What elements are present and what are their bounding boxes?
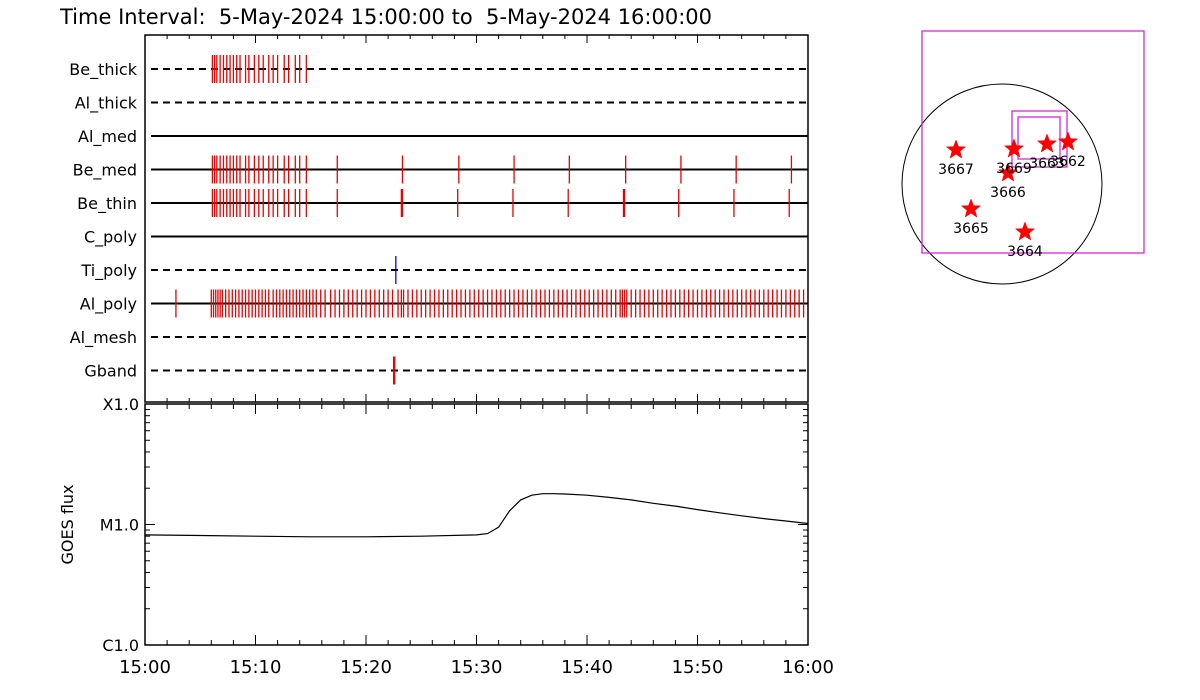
fov-outer-box (921, 30, 1145, 254)
row-label: C_poly (84, 228, 137, 248)
active-region-star (1003, 138, 1025, 158)
active-region-label: 3667 (938, 162, 974, 178)
solar-limb (901, 83, 1103, 285)
active-region-star (945, 139, 967, 159)
row-label: Be_med (73, 161, 137, 181)
flux-xtick-label: 15:40 (561, 657, 613, 678)
flux-xtick-label: 15:30 (451, 657, 503, 678)
active-region-star (960, 198, 982, 218)
active-region-star (1036, 133, 1058, 153)
row-label: Al_med (78, 127, 137, 147)
flux-xtick-label: 15:20 (340, 657, 392, 678)
flux-xtick-label: 15:10 (230, 657, 282, 678)
active-region-star (1014, 221, 1036, 241)
flux-ylabel: GOES flux (58, 484, 77, 564)
row-label: Ti_poly (80, 261, 137, 281)
exposure-timeline: Be_thick Al_thick Al_med Be_med Be_thin C_pol… (69, 34, 809, 403)
active-region-star (1057, 131, 1079, 151)
fov-core-box (1017, 116, 1061, 160)
active-region-label: 3666 (990, 185, 1026, 201)
active-region-label: 3669 (996, 161, 1032, 177)
goes-flux-curve (144, 493, 809, 538)
row-label: Be_thick (69, 60, 137, 80)
flux-ytick-label: X1.0 (103, 395, 139, 414)
flux-ytick-label: C1.0 (102, 636, 139, 655)
active-region-label: 3662 (1050, 154, 1086, 170)
flux-ytick-label: M1.0 (100, 516, 139, 535)
active-region-label: 3663 (1029, 156, 1065, 172)
active-region-label: 3664 (1007, 244, 1043, 260)
active-region-star (997, 162, 1019, 182)
row-label: Al_mesh (70, 328, 137, 348)
row-label: Al_poly (80, 295, 137, 315)
active-region-label: 3665 (953, 221, 989, 237)
timeline-frame (144, 34, 809, 403)
row-label: Al_thick (75, 94, 138, 114)
flux-frame (144, 403, 809, 646)
flux-xtick-label: 16:00 (782, 657, 834, 678)
goes-flux-plot: C1.0 M1.0 X1.0 GOES flux 15:00 15:10 15:20 15:3… (58, 395, 834, 678)
time-interval-title: Time Interval: 5-May-2024 15:00:00 to 5-… (59, 5, 712, 29)
row-label: Gband (84, 362, 137, 381)
flux-xtick-label: 15:00 (119, 657, 171, 678)
row-label: Be_thin (77, 194, 137, 214)
flux-xtick-label: 15:50 (672, 657, 724, 678)
